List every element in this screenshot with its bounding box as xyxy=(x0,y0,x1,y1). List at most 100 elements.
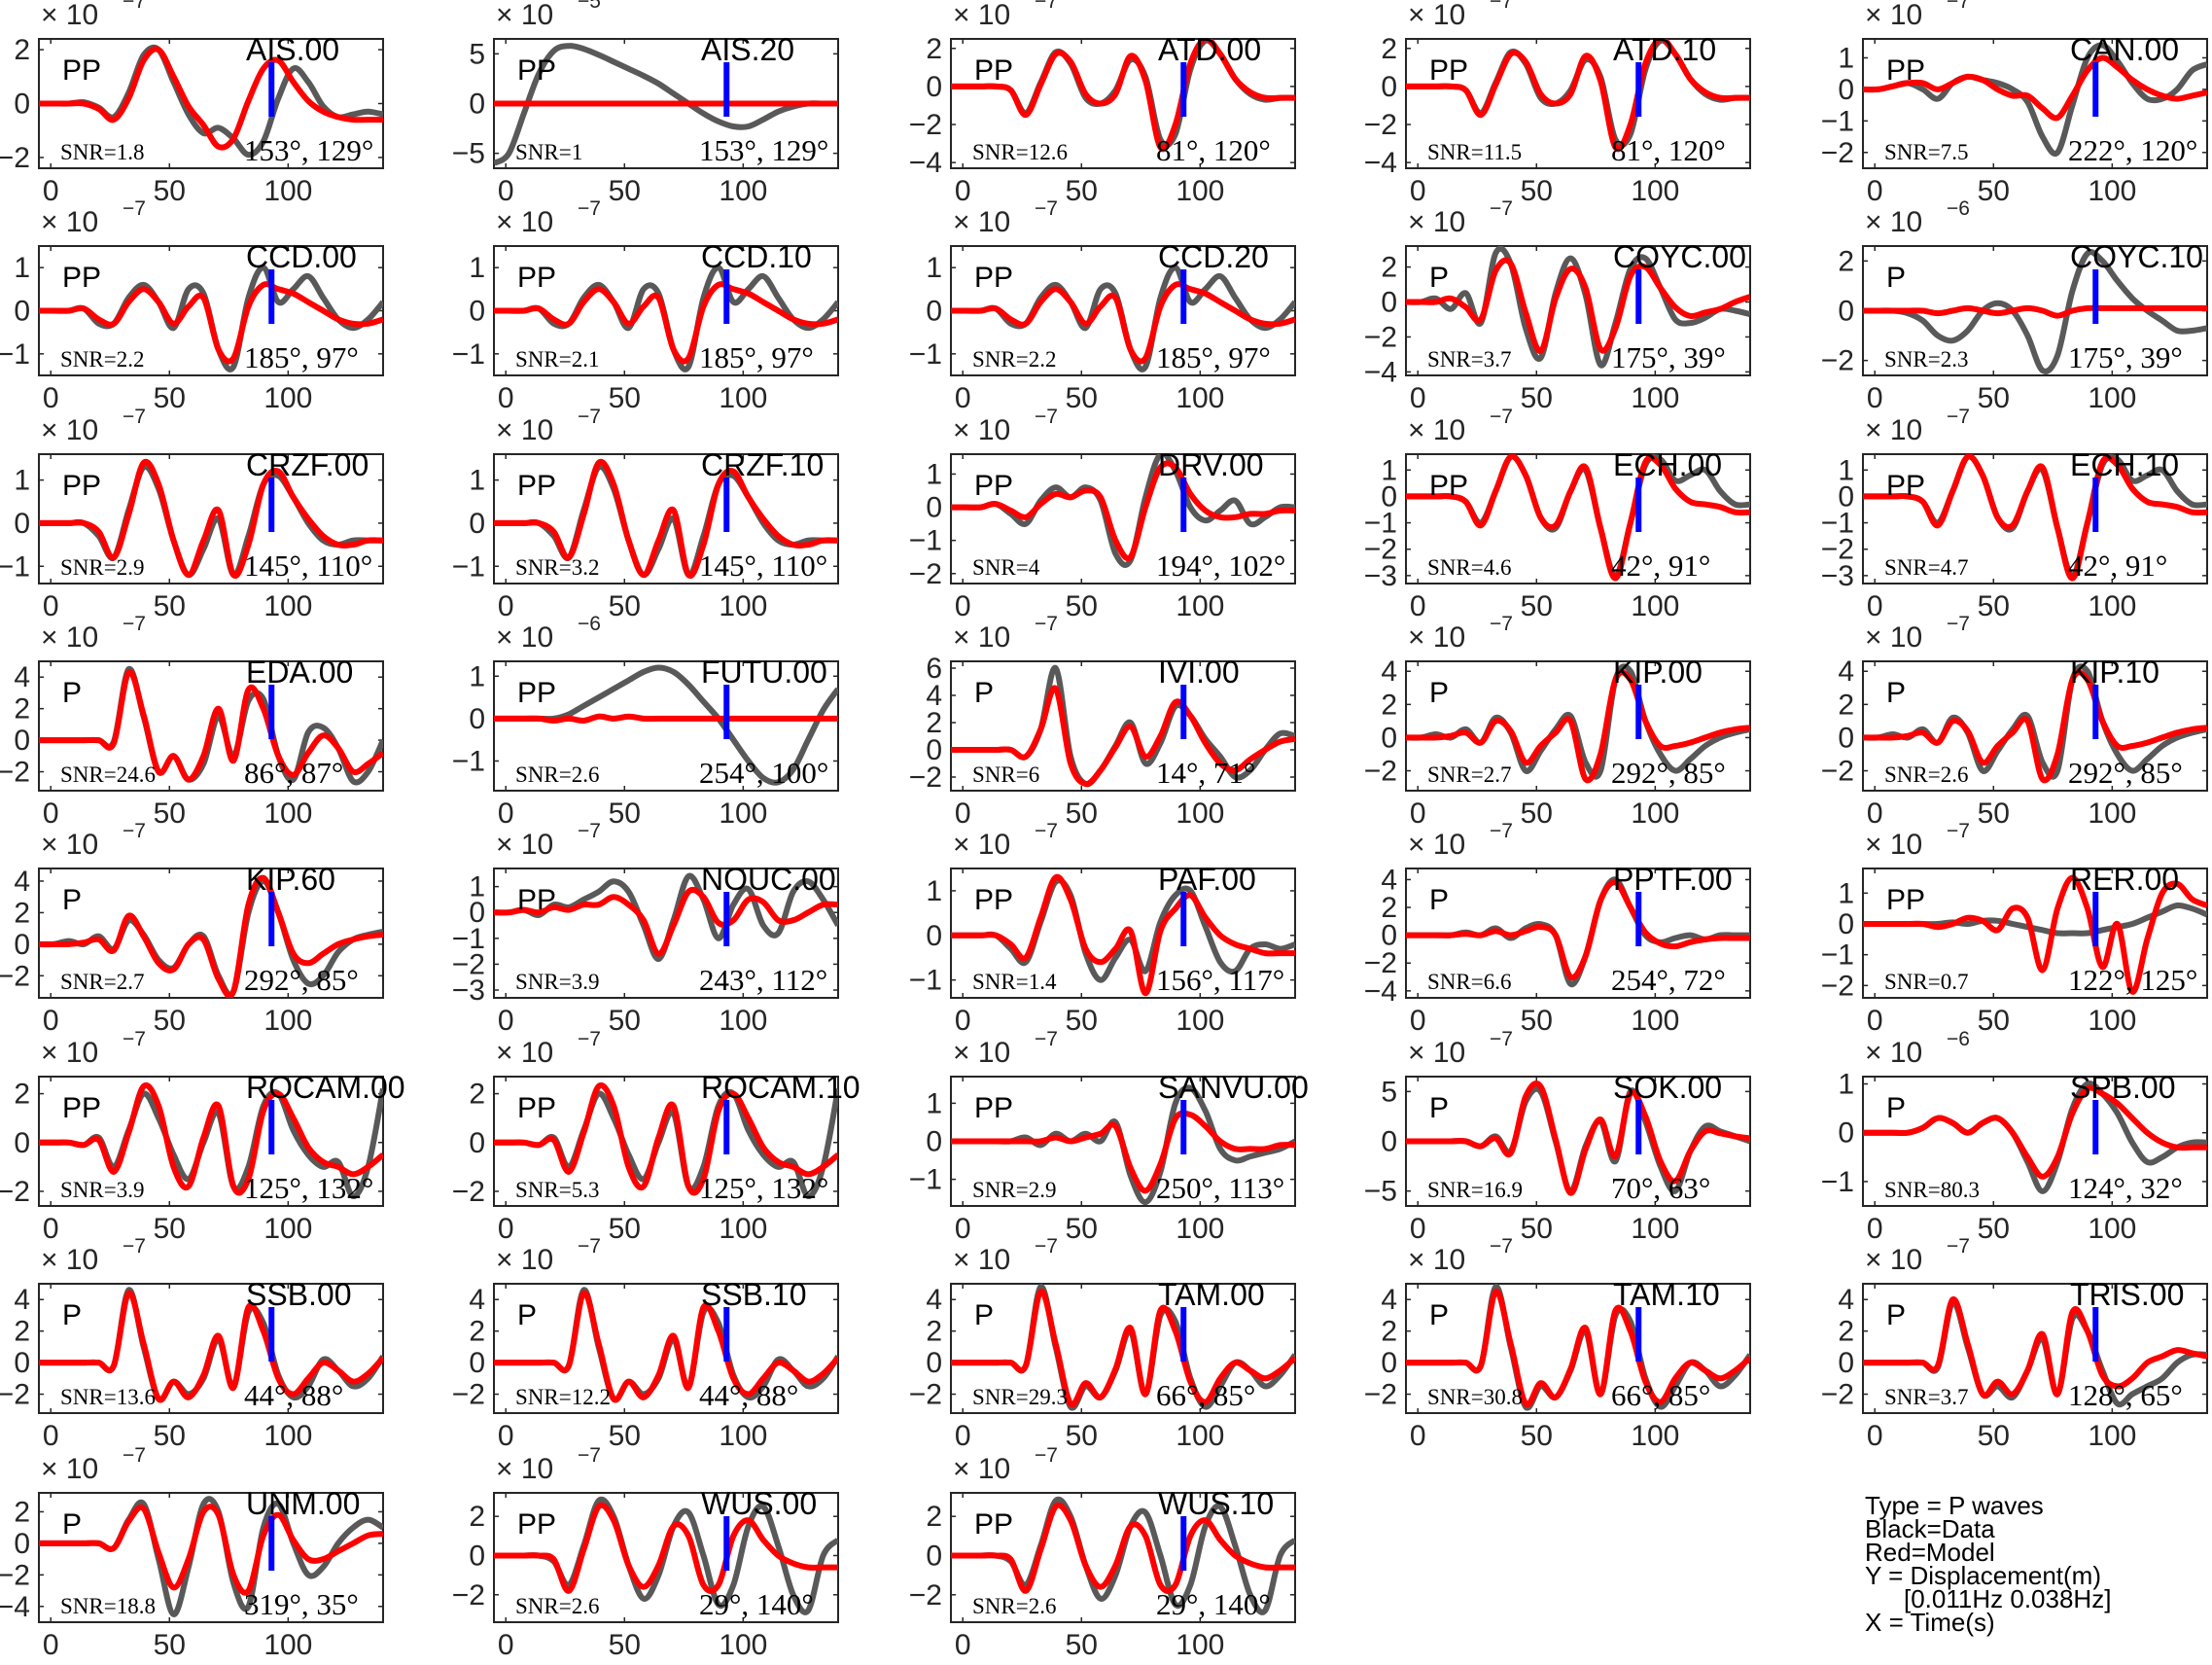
station-label: SPB.00 xyxy=(2070,1070,2176,1105)
x-tick-label: 50 xyxy=(609,797,641,830)
x-tick-label: 0 xyxy=(1410,175,1426,207)
phase-label: PP xyxy=(62,262,101,294)
station-label: SOK.00 xyxy=(1613,1070,1722,1105)
snr-label: SNR=3.9 xyxy=(515,970,599,994)
model-trace xyxy=(1863,1084,2207,1180)
y-tick-label: 0 xyxy=(1838,722,1854,754)
snr-label: SNR=2.3 xyxy=(1884,347,1968,372)
station-label: COYC.10 xyxy=(2070,239,2203,274)
panel-atd-00: 0 50 100 −4 −2 0 2 × 10 −7 PP ATD.00 SNR=12.6 81°, 1… xyxy=(909,0,1296,207)
x-tick-label: 50 xyxy=(1066,382,1098,414)
axes-box xyxy=(1862,868,2208,999)
axes-box xyxy=(1405,1283,1751,1414)
snr-label: SNR=1 xyxy=(515,140,582,164)
azimuth-label: 153°, 129° xyxy=(244,133,373,167)
x-tick-label: 0 xyxy=(955,382,971,414)
azimuth-label: 70°, 63° xyxy=(1611,1171,1710,1205)
y-tick-label: −1 xyxy=(1821,1166,1854,1198)
x-tick-label: 0 xyxy=(43,590,59,622)
y-tick-label: 4 xyxy=(469,1284,485,1316)
axes-box xyxy=(950,453,1296,585)
station-label: TRIS.00 xyxy=(2070,1277,2184,1312)
y-tick-label: 0 xyxy=(14,508,30,540)
phase-label: PP xyxy=(517,884,556,916)
panel-wus-00: 0 50 100 −2 0 2 × 10 −7 PP WUS.00 SNR=2.6 29°, 140° xyxy=(452,1444,839,1661)
model-trace xyxy=(1863,874,2207,995)
y-multiplier: × 10 xyxy=(496,1037,553,1069)
y-multiplier: × 10 xyxy=(1865,0,1922,31)
y-tick-label: 4 xyxy=(1381,1284,1397,1316)
model-trace xyxy=(494,1082,838,1196)
snr-label: SNR=7.5 xyxy=(1884,140,1968,164)
axes-box xyxy=(493,660,839,792)
azimuth-label: 66°, 85° xyxy=(1156,1378,1255,1412)
legend-type: Type = P waves xyxy=(1865,1491,2044,1520)
station-label: COYC.00 xyxy=(1613,239,1746,274)
station-label: CCD.20 xyxy=(1158,239,1269,274)
x-tick-label: 50 xyxy=(1978,797,2010,830)
y-tick-label: −2 xyxy=(909,1579,942,1612)
y-tick-label: −4 xyxy=(0,1591,30,1623)
phase-label: P xyxy=(62,1299,82,1331)
x-tick-label: 0 xyxy=(498,797,514,830)
y-tick-label: 1 xyxy=(1838,42,1854,74)
x-tick-label: 50 xyxy=(1521,175,1553,207)
trace-area xyxy=(39,1082,383,1199)
x-tick-label: 0 xyxy=(1867,590,1883,622)
azimuth-label: 292°, 85° xyxy=(1611,756,1726,790)
station-label: CRZF.10 xyxy=(701,447,824,482)
y-tick-label: 0 xyxy=(469,897,485,929)
station-label: ATD.10 xyxy=(1613,32,1716,67)
y-exponent: −7 xyxy=(1490,820,1513,842)
trace-area xyxy=(1406,454,1750,582)
model-trace xyxy=(494,281,838,365)
model-trace xyxy=(951,685,1295,788)
y-tick-label: 2 xyxy=(1838,245,1854,277)
y-multiplier: × 10 xyxy=(1408,829,1465,861)
y-exponent: −5 xyxy=(578,0,601,13)
y-tick-label: 4 xyxy=(14,661,30,693)
y-tick-label: 0 xyxy=(926,71,942,103)
x-tick-label: 100 xyxy=(1631,797,1679,830)
y-tick-label: 4 xyxy=(926,1284,942,1316)
trace-area xyxy=(1863,1080,2207,1194)
snr-label: SNR=2.6 xyxy=(515,1594,599,1618)
x-tick-label: 100 xyxy=(263,1213,312,1245)
legend-x-unit: X = Time(s) xyxy=(1865,1608,1995,1637)
snr-label: SNR=24.6 xyxy=(60,762,156,787)
y-tick-label: 4 xyxy=(14,1284,30,1316)
y-tick-label: −4 xyxy=(909,147,942,179)
azimuth-label: 44°, 88° xyxy=(699,1378,798,1412)
x-tick-label: 100 xyxy=(2088,1213,2136,1245)
trace-area xyxy=(1406,1080,1750,1196)
x-tick-label: 0 xyxy=(1410,797,1426,830)
x-tick-label: 50 xyxy=(154,1005,186,1037)
x-tick-label: 0 xyxy=(1410,382,1426,414)
y-exponent: −7 xyxy=(578,1444,601,1467)
trace-area xyxy=(951,664,1295,788)
model-trace xyxy=(39,1504,383,1596)
snr-label: SNR=5.3 xyxy=(515,1178,599,1202)
trace-area xyxy=(951,873,1295,997)
phase-label: PP xyxy=(974,470,1013,502)
x-tick-label: 100 xyxy=(719,1420,767,1452)
x-tick-label: 100 xyxy=(263,797,312,830)
y-tick-label: −1 xyxy=(1821,508,1854,540)
y-multiplier: × 10 xyxy=(41,1037,98,1069)
x-tick-label: 100 xyxy=(1176,175,1224,207)
phase-label: P xyxy=(974,677,994,709)
y-tick-label: 0 xyxy=(469,89,485,121)
axes-box xyxy=(1405,38,1751,169)
azimuth-label: 243°, 112° xyxy=(699,963,827,997)
y-tick-label: 0 xyxy=(469,296,485,328)
model-trace xyxy=(39,1290,383,1403)
station-label: PPTF.00 xyxy=(1613,862,1733,897)
snr-label: SNR=2.9 xyxy=(972,1178,1056,1202)
y-tick-label: 1 xyxy=(469,465,485,497)
model-trace xyxy=(951,281,1295,365)
y-tick-label: 1 xyxy=(469,660,485,692)
y-exponent: −7 xyxy=(123,1444,146,1467)
x-tick-label: 0 xyxy=(955,1629,971,1661)
